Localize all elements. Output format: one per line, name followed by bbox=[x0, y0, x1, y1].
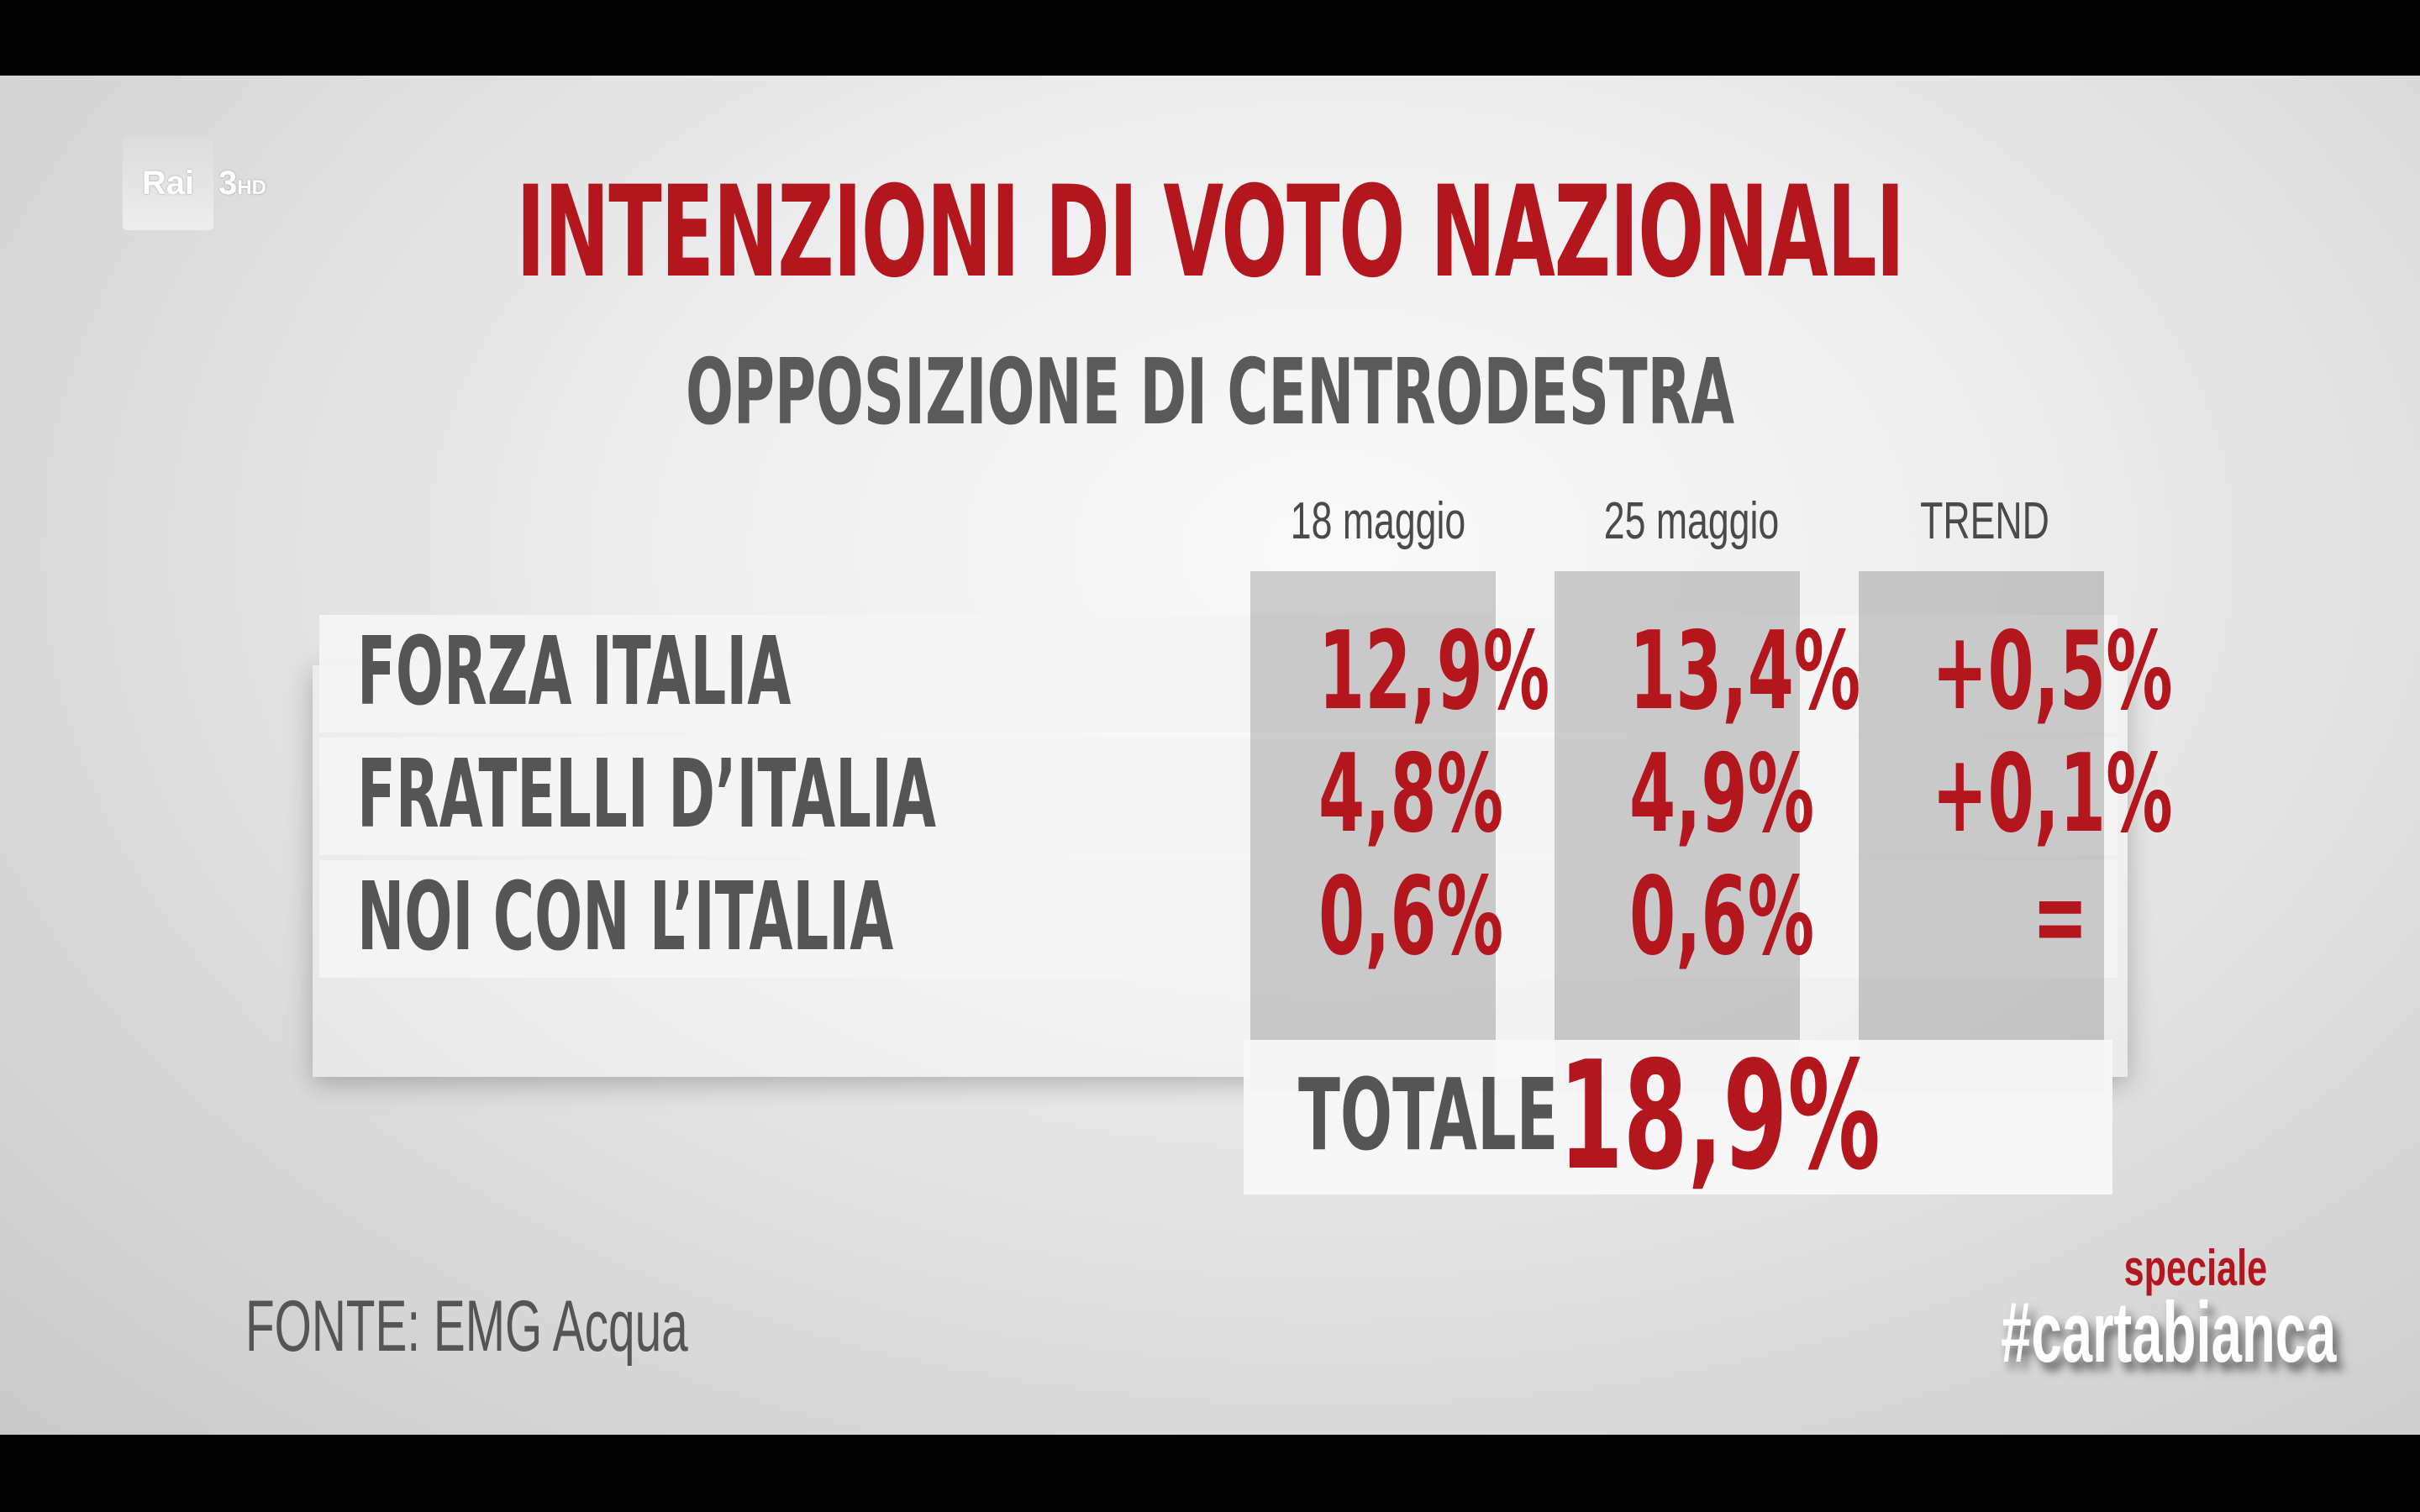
value-cell: 12,9% bbox=[1318, 609, 1550, 734]
rai-logo-box: Rai bbox=[123, 136, 213, 230]
value-cell: 4,9% bbox=[1629, 732, 1815, 857]
letterbox-bottom bbox=[0, 1435, 2420, 1512]
channel-logo: Rai 3HD bbox=[123, 136, 266, 230]
table-row bbox=[319, 615, 2118, 732]
column-header-18-maggio: 18 maggio bbox=[1290, 492, 1466, 550]
party-label-noi-con-l-italia: NOI CON L’ITALIA bbox=[357, 863, 894, 972]
column-header-25-maggio: 25 maggio bbox=[1603, 492, 1780, 550]
total-panel bbox=[1244, 1040, 2112, 1194]
total-value: 18,9% bbox=[1559, 1029, 1881, 1203]
column-band-25-maggio bbox=[1555, 571, 1800, 1092]
column-band-18-maggio bbox=[1250, 571, 1496, 1092]
source-note: FONTE: EMG Acqua bbox=[245, 1286, 688, 1367]
value-cell: 13,4% bbox=[1629, 609, 1861, 734]
chart-subtitle: OPPOSIZIONE DI CENTRODESTRA bbox=[685, 340, 1735, 445]
party-label-forza-italia: FORZA ITALIA bbox=[357, 617, 792, 727]
total-label: TOTALE bbox=[1298, 1057, 1559, 1173]
value-cell: 0,6% bbox=[1318, 854, 1504, 979]
trend-cell: = bbox=[2032, 854, 2088, 979]
broadcast-frame: Rai 3HD INTENZIONI DI VOTO NAZIONALI OPP… bbox=[0, 76, 2420, 1435]
chart-title: INTENZIONI DI VOTO NAZIONALI bbox=[516, 160, 1905, 306]
trend-cell: +0,1% bbox=[1932, 732, 2173, 857]
column-header-trend: TREND bbox=[1920, 492, 2049, 550]
column-band-trend bbox=[1859, 571, 2104, 1092]
table-row bbox=[319, 738, 2118, 855]
channel-number: 3HD bbox=[218, 164, 266, 202]
party-label-fratelli-d-italia: FRATELLI D’ITALIA bbox=[357, 740, 936, 849]
value-cell: 0,6% bbox=[1629, 854, 1815, 979]
value-cell: 4,8% bbox=[1318, 732, 1504, 857]
program-logo: #cartabianca bbox=[2001, 1284, 2337, 1380]
letterbox-top bbox=[0, 0, 2420, 76]
table-row bbox=[319, 860, 2118, 978]
trend-cell: +0,5% bbox=[1932, 609, 2173, 734]
